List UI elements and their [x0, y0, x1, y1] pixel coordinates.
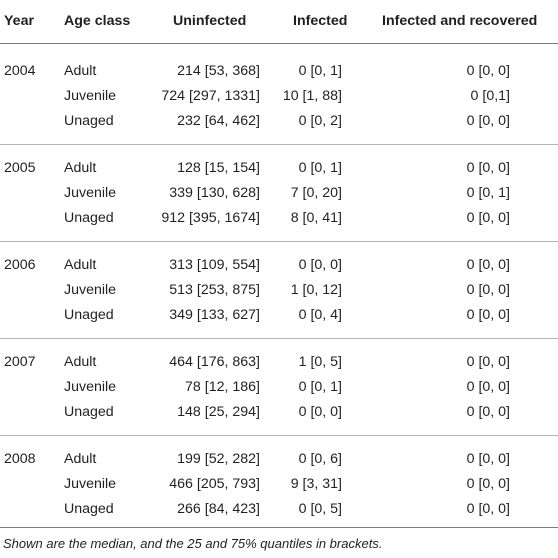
infected-cell: 0 [0, 1]	[298, 160, 342, 176]
infected-cell: 10 [1, 88]	[282, 88, 342, 104]
uninfected-cell: 214 [53, 368]	[177, 63, 260, 79]
uninfected-cell: 232 [64, 462]	[177, 113, 260, 129]
infected-cell: 0 [0, 2]	[298, 113, 342, 129]
recovered-cell: 0 [0, 0]	[466, 307, 510, 323]
age-class-cell: Unaged	[64, 404, 114, 420]
age-class-cell: Adult	[64, 63, 97, 79]
table-row: Unaged 232 [64, 462] 0 [0, 2] 0 [0, 0]	[0, 108, 558, 134]
infected-cell: 1 [0, 5]	[298, 354, 342, 370]
infected-cell: 9 [3, 31]	[290, 476, 342, 492]
uninfected-cell: 199 [52, 282]	[177, 451, 260, 467]
recovered-cell: 0 [0, 0]	[466, 501, 510, 517]
header-year: Year	[4, 13, 34, 29]
year-cell: 2004	[4, 63, 36, 79]
recovered-cell: 0 [0, 0]	[466, 451, 510, 467]
age-class-cell: Unaged	[64, 113, 114, 129]
recovered-cell: 0 [0, 0]	[466, 113, 510, 129]
infected-cell: 8 [0, 41]	[290, 210, 342, 226]
infected-cell: 0 [0, 0]	[298, 404, 342, 420]
uninfected-cell: 724 [297, 1331]	[161, 88, 260, 104]
table-row: Unaged 266 [84, 423] 0 [0, 5] 0 [0, 0]	[0, 496, 558, 522]
recovered-cell: 0 [0, 0]	[466, 379, 510, 395]
table-rule	[0, 527, 558, 528]
uninfected-cell: 464 [176, 863]	[169, 354, 260, 370]
recovered-cell: 0 [0, 0]	[466, 476, 510, 492]
table-row: Unaged 148 [25, 294] 0 [0, 0] 0 [0, 0]	[0, 399, 558, 425]
recovered-cell: 0 [0, 0]	[466, 404, 510, 420]
recovered-cell: 0 [0, 0]	[466, 282, 510, 298]
infected-cell: 0 [0, 5]	[298, 501, 342, 517]
age-class-cell: Juvenile	[64, 88, 117, 104]
table-footnote: Shown are the median, and the 25 and 75%…	[3, 536, 383, 551]
table-row: 2008 Adult 199 [52, 282] 0 [0, 6] 0 [0, 0]	[0, 446, 558, 472]
infected-cell: 0 [0, 1]	[298, 379, 342, 395]
uninfected-cell: 349 [133, 627]	[169, 307, 260, 323]
infected-cell: 0 [0, 4]	[298, 307, 342, 323]
recovered-cell: 0 [0, 0]	[466, 257, 510, 273]
recovered-cell: 0 [0, 1]	[466, 185, 510, 201]
age-class-cell: Adult	[64, 451, 97, 467]
uninfected-cell: 513 [253, 875]	[169, 282, 260, 298]
year-cell: 2008	[4, 451, 36, 467]
age-class-cell: Unaged	[64, 307, 114, 323]
age-class-cell: Juvenile	[64, 379, 117, 395]
age-class-cell: Adult	[64, 257, 97, 273]
age-class-cell: Juvenile	[64, 476, 117, 492]
uninfected-cell: 466 [205, 793]	[169, 476, 260, 492]
group-divider	[0, 144, 558, 145]
infected-cell: 0 [0, 6]	[298, 451, 342, 467]
table-rule	[0, 43, 558, 44]
age-class-cell: Adult	[64, 354, 97, 370]
recovered-cell: 0 [0,1]	[470, 88, 510, 104]
uninfected-cell: 128 [15, 154]	[177, 160, 260, 176]
table-row: 2004 Adult 214 [53, 368] 0 [0, 1] 0 [0, 0]	[0, 58, 558, 84]
recovered-cell: 0 [0, 0]	[466, 63, 510, 79]
infected-cell: 7 [0, 20]	[290, 185, 342, 201]
recovered-cell: 0 [0, 0]	[466, 160, 510, 176]
table-row: Juvenile 339 [130, 628] 7 [0, 20] 0 [0, 1]	[0, 180, 558, 206]
recovered-cell: 0 [0, 0]	[466, 354, 510, 370]
infected-cell: 1 [0, 12]	[290, 282, 342, 298]
header-infected-and-recovered: Infected and recovered	[382, 13, 538, 29]
infected-cell: 0 [0, 1]	[298, 63, 342, 79]
table-row: 2005 Adult 128 [15, 154] 0 [0, 1] 0 [0, 0]	[0, 155, 558, 181]
age-class-cell: Unaged	[64, 210, 114, 226]
table-row: Juvenile 78 [12, 186] 0 [0, 1] 0 [0, 0]	[0, 374, 558, 400]
age-class-cell: Adult	[64, 160, 97, 176]
table-row: Unaged 349 [133, 627] 0 [0, 4] 0 [0, 0]	[0, 302, 558, 328]
uninfected-cell: 266 [84, 423]	[177, 501, 260, 517]
uninfected-cell: 313 [109, 554]	[169, 257, 260, 273]
uninfected-cell: 148 [25, 294]	[177, 404, 260, 420]
uninfected-cell: 78 [12, 186]	[185, 379, 260, 395]
table-row: Juvenile 724 [297, 1331] 10 [1, 88] 0 [0,1]	[0, 83, 558, 109]
age-class-cell: Juvenile	[64, 185, 117, 201]
header-age-class: Age class	[64, 13, 131, 29]
group-divider	[0, 435, 558, 436]
age-class-cell: Juvenile	[64, 282, 117, 298]
table-row: 2007 Adult 464 [176, 863] 1 [0, 5] 0 [0, 0]	[0, 349, 558, 375]
year-cell: 2006	[4, 257, 36, 273]
table-row: Juvenile 466 [205, 793] 9 [3, 31] 0 [0, 0]	[0, 471, 558, 497]
uninfected-cell: 339 [130, 628]	[169, 185, 260, 201]
header-infected: Infected	[293, 13, 348, 29]
table-header-row: Year Age class Uninfected Infected Infec…	[0, 8, 558, 34]
group-divider	[0, 338, 558, 339]
recovered-cell: 0 [0, 0]	[466, 210, 510, 226]
year-cell: 2005	[4, 160, 36, 176]
age-class-cell: Unaged	[64, 501, 114, 517]
group-divider	[0, 241, 558, 242]
infected-cell: 0 [0, 0]	[298, 257, 342, 273]
uninfected-cell: 912 [395, 1674]	[161, 210, 260, 226]
table-row: Juvenile 513 [253, 875] 1 [0, 12] 0 [0, 0]	[0, 277, 558, 303]
header-uninfected: Uninfected	[173, 13, 247, 29]
table-row: Unaged 912 [395, 1674] 8 [0, 41] 0 [0, 0]	[0, 205, 558, 231]
year-cell: 2007	[4, 354, 36, 370]
table-row: 2006 Adult 313 [109, 554] 0 [0, 0] 0 [0, 0]	[0, 252, 558, 278]
